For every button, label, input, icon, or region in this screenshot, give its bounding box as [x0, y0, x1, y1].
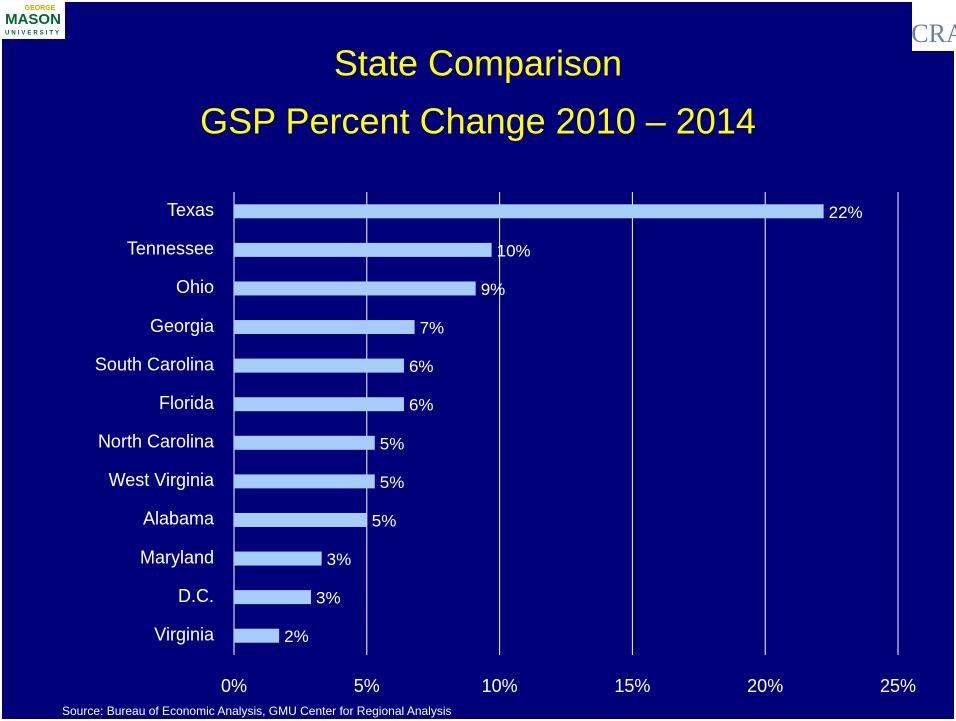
- y-tick-label: Texas: [167, 200, 214, 220]
- y-tick-label: Alabama: [143, 509, 215, 529]
- y-tick-label: Maryland: [140, 547, 214, 567]
- value-label: 5%: [380, 473, 405, 492]
- value-label: 6%: [409, 396, 434, 415]
- y-tick-label: Virginia: [154, 624, 215, 644]
- chart-title: GSP Percent Change 2010 – 2014: [200, 101, 756, 142]
- value-label: 5%: [380, 434, 405, 453]
- value-label: 3%: [327, 550, 352, 569]
- bar: [234, 204, 824, 219]
- y-tick-label: Ohio: [176, 277, 214, 297]
- chart-title: State Comparison: [334, 43, 622, 84]
- x-tick-label: 20%: [747, 676, 783, 696]
- y-tick-label: Florida: [159, 393, 215, 413]
- y-tick-label: North Carolina: [98, 432, 215, 452]
- value-label: 3%: [316, 589, 341, 608]
- logo-text: GEORGE: [25, 5, 56, 12]
- bar: [234, 397, 404, 412]
- value-label: 9%: [481, 280, 506, 299]
- bar: [234, 551, 322, 566]
- x-tick-label: 25%: [880, 676, 916, 696]
- value-label: 7%: [420, 319, 445, 338]
- y-tick-label: West Virginia: [109, 470, 215, 490]
- right-logo: [912, 1, 955, 51]
- logo-text: CRA: [911, 19, 956, 48]
- y-tick-label: Tennessee: [127, 239, 214, 259]
- y-tick-label: Georgia: [150, 316, 215, 336]
- bar: [234, 358, 404, 373]
- value-label: 5%: [372, 511, 397, 530]
- logo-text: MASON: [5, 11, 61, 28]
- value-label: 22%: [829, 203, 863, 222]
- x-tick-label: 10%: [482, 676, 518, 696]
- logo-text: UNIVERSITY: [5, 31, 61, 37]
- x-tick-label: 15%: [614, 676, 650, 696]
- bar: [234, 474, 375, 489]
- bar: [234, 590, 312, 605]
- x-tick-label: 0%: [221, 676, 247, 696]
- bar: [234, 281, 476, 296]
- bar: [234, 242, 492, 257]
- y-tick-label: South Carolina: [95, 354, 215, 374]
- bar: [234, 320, 415, 335]
- value-label: 10%: [497, 241, 531, 260]
- bar: [234, 435, 375, 450]
- value-label: 6%: [409, 357, 434, 376]
- bar: [234, 512, 367, 527]
- left-logo: [1, 1, 65, 39]
- source-note: Source: Bureau of Economic Analysis, GMU…: [62, 704, 452, 718]
- bar: [234, 628, 280, 643]
- y-tick-label: D.C.: [178, 586, 214, 606]
- x-tick-label: 5%: [354, 676, 380, 696]
- value-label: 2%: [284, 627, 309, 646]
